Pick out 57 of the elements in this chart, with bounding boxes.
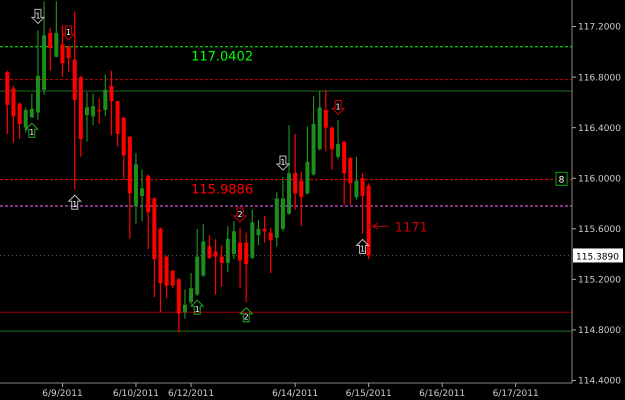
annotation: 1171 bbox=[394, 220, 428, 236]
candlestick bbox=[238, 226, 242, 289]
annotation: 1 bbox=[194, 305, 200, 314]
candlestick bbox=[24, 106, 28, 134]
x-tick-label: 6/16/2011 bbox=[419, 389, 466, 399]
candlestick bbox=[189, 272, 194, 306]
x-tick-label: 6/9/2011 bbox=[42, 389, 83, 399]
y-tick-label: 114.8000 bbox=[578, 326, 622, 336]
candlestick bbox=[220, 244, 224, 288]
annotation: 2 bbox=[244, 312, 249, 322]
y-tick-label: 115.2000 bbox=[578, 276, 622, 286]
annotation: 1 bbox=[66, 28, 72, 37]
y-tick-label: 116.0000 bbox=[578, 174, 622, 184]
annotation: 1 bbox=[29, 128, 34, 138]
annotation: 1 bbox=[280, 158, 286, 168]
y-tick-label: 114.4000 bbox=[578, 376, 622, 387]
ref-line-label: 115.3890 bbox=[576, 252, 620, 262]
candlestick bbox=[256, 219, 260, 246]
candlestick bbox=[48, 27, 52, 72]
candlestick bbox=[60, 24, 64, 78]
annotation: 1 bbox=[72, 200, 78, 210]
annotation: 1 bbox=[35, 11, 41, 20]
candlestick bbox=[170, 270, 175, 289]
x-tick-label: 6/12/2011 bbox=[168, 389, 214, 399]
candlestick bbox=[214, 238, 218, 296]
candlestick bbox=[268, 226, 273, 274]
candlestick bbox=[140, 168, 144, 222]
candlestick bbox=[18, 102, 22, 140]
x-tick-label: 6/15/2011 bbox=[346, 389, 392, 399]
candlestick bbox=[182, 288, 187, 320]
candlestick bbox=[330, 126, 334, 170]
x-tick-label: 6/10/2011 bbox=[112, 389, 160, 399]
candlestick bbox=[244, 232, 248, 303]
annotation: 1 bbox=[360, 244, 366, 254]
candlestick bbox=[262, 216, 267, 244]
ref-line-label: 117.0402 bbox=[191, 50, 254, 65]
y-tick-label: 115.6000 bbox=[578, 224, 622, 235]
candlestick bbox=[207, 234, 212, 260]
annotation: 2 bbox=[238, 210, 243, 219]
x-tick-label: 6/14/2011 bbox=[272, 389, 318, 399]
candlestick bbox=[103, 74, 108, 117]
candlestick bbox=[109, 70, 114, 136]
candlestick bbox=[354, 156, 358, 200]
y-tick-label: 117.2000 bbox=[578, 22, 622, 33]
candlestick bbox=[30, 92, 34, 118]
x-tick-label: 6/17/2011 bbox=[492, 389, 539, 399]
ref-line-label: 115.9886 bbox=[191, 182, 254, 198]
candlestick bbox=[232, 220, 236, 260]
y-tick-label: 116.8000 bbox=[578, 73, 622, 84]
y-tick-label: 116.4000 bbox=[578, 124, 622, 134]
candlestick bbox=[91, 92, 96, 126]
candlestick bbox=[84, 92, 89, 142]
candlestick bbox=[336, 119, 340, 160]
annotation: 8 bbox=[558, 175, 565, 186]
annotation: 1 bbox=[336, 102, 341, 112]
candlestick bbox=[324, 89, 328, 152]
candlestick bbox=[66, 44, 71, 73]
